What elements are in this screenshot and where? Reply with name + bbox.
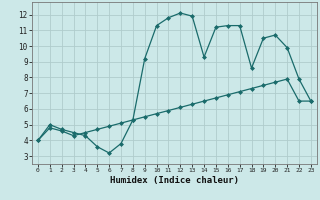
X-axis label: Humidex (Indice chaleur): Humidex (Indice chaleur) <box>110 176 239 185</box>
